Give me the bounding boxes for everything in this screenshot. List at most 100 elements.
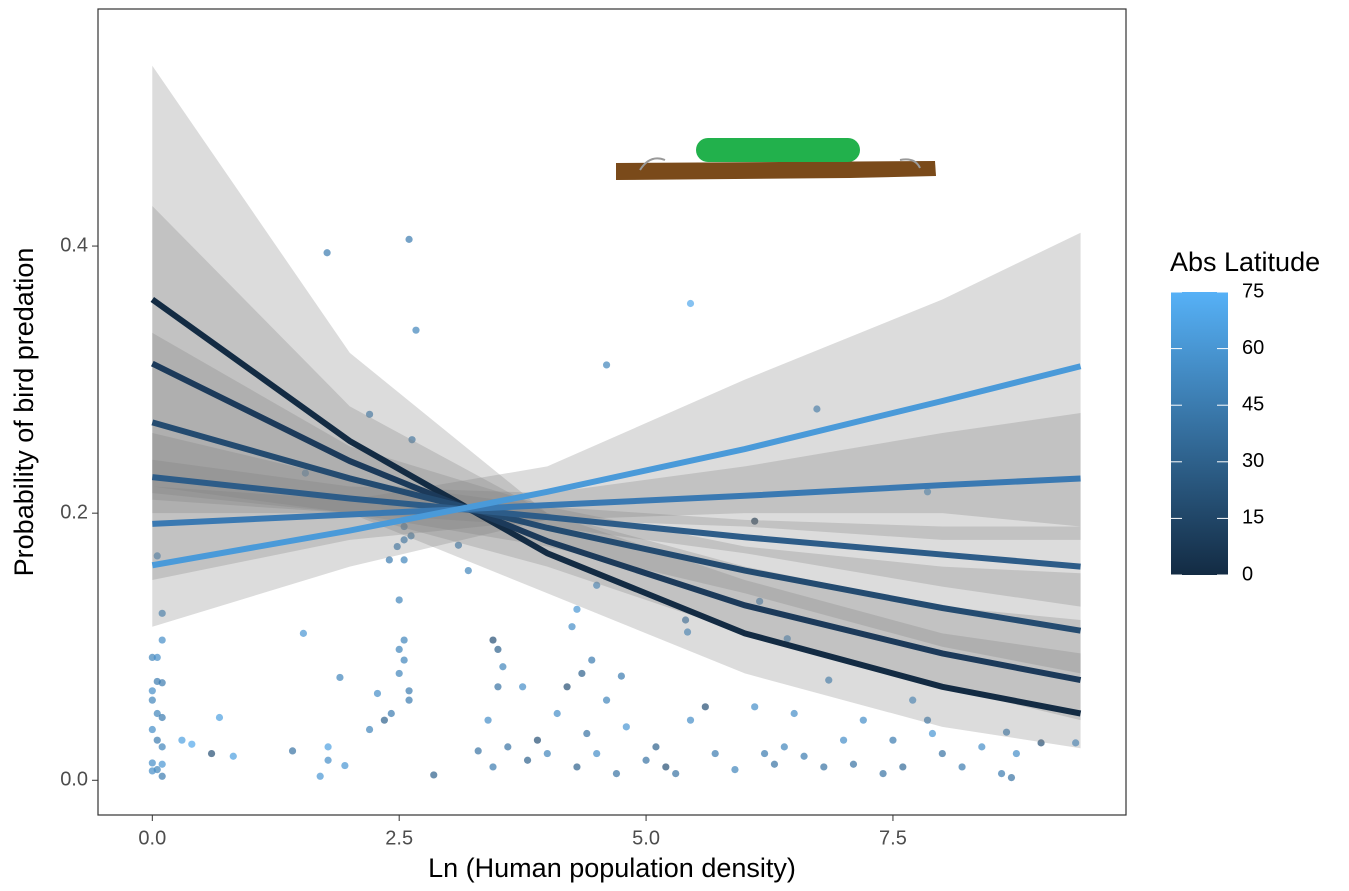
- point: [387, 709, 395, 718]
- point: [622, 723, 630, 731]
- plot-area: [148, 65, 1082, 782]
- point: [686, 299, 695, 308]
- point: [400, 636, 408, 644]
- fit-line: [152, 475, 1081, 527]
- point: [484, 716, 492, 724]
- point: [652, 743, 660, 751]
- point: [686, 716, 695, 724]
- x-tick-label: 0.0: [138, 827, 166, 849]
- y-tick-label: 0.4: [60, 234, 88, 256]
- point: [849, 760, 858, 768]
- colorbar-label: 75: [1242, 280, 1264, 302]
- point: [1002, 728, 1011, 736]
- point: [711, 749, 719, 758]
- point: [474, 747, 482, 755]
- point: [385, 556, 393, 564]
- point: [1037, 739, 1045, 747]
- point: [188, 740, 196, 748]
- fit-line: [150, 297, 1082, 717]
- point: [405, 235, 413, 243]
- point: [573, 605, 581, 613]
- point: [489, 636, 497, 644]
- point: [731, 765, 739, 774]
- point: [958, 763, 966, 771]
- point: [158, 772, 166, 780]
- point: [229, 752, 237, 760]
- point: [400, 656, 408, 664]
- point: [158, 679, 166, 687]
- point: [178, 736, 186, 744]
- point: [148, 687, 156, 695]
- point: [158, 760, 166, 768]
- point: [928, 729, 937, 738]
- point: [494, 683, 502, 691]
- point: [316, 772, 324, 780]
- point: [158, 609, 166, 617]
- point: [400, 556, 408, 564]
- point: [588, 656, 596, 664]
- point: [602, 696, 611, 704]
- point: [207, 749, 216, 758]
- point: [642, 756, 650, 764]
- point: [393, 542, 401, 551]
- point: [681, 616, 690, 624]
- point: [909, 696, 917, 704]
- point: [751, 517, 759, 525]
- point: [430, 771, 438, 779]
- point: [813, 405, 821, 413]
- point: [148, 759, 156, 767]
- point: [519, 683, 527, 691]
- point: [770, 760, 779, 768]
- point: [683, 628, 692, 636]
- point: [938, 749, 946, 758]
- point: [365, 410, 374, 418]
- x-axis-title: Ln (Human population density): [428, 853, 796, 883]
- point: [489, 763, 497, 771]
- point: [879, 769, 887, 778]
- point: [464, 566, 472, 575]
- confidence-band: [152, 413, 1081, 580]
- point: [153, 552, 161, 560]
- point: [553, 709, 561, 718]
- point: [701, 703, 709, 711]
- x-tick-label: 7.5: [879, 827, 907, 849]
- plot-border: [97, 8, 1127, 816]
- point: [1072, 739, 1080, 747]
- point: [148, 653, 156, 662]
- point: [672, 769, 680, 778]
- stick-illustration: [616, 138, 936, 180]
- point: [617, 672, 625, 680]
- point: [899, 763, 907, 771]
- point: [215, 713, 224, 722]
- point: [148, 696, 156, 704]
- point: [780, 743, 788, 751]
- colorbar-label: 0: [1242, 563, 1253, 585]
- legend-title: Abs Latitude: [1170, 247, 1320, 277]
- point: [148, 767, 156, 775]
- point: [158, 713, 166, 722]
- plot-background: [98, 9, 1126, 815]
- point: [523, 756, 532, 764]
- point: [800, 752, 808, 760]
- point: [288, 747, 297, 755]
- point: [405, 696, 413, 704]
- fit-line: [151, 363, 1082, 569]
- point: [153, 653, 161, 662]
- fit-line: [151, 474, 1081, 570]
- point: [494, 645, 502, 653]
- y-tick-label: 0.2: [60, 501, 88, 523]
- point: [373, 689, 382, 698]
- point: [408, 436, 416, 444]
- point: [153, 736, 161, 744]
- point: [299, 629, 308, 637]
- point: [454, 541, 463, 549]
- point: [158, 636, 166, 644]
- point: [543, 749, 551, 758]
- point: [825, 676, 833, 684]
- point: [859, 716, 867, 724]
- point: [395, 669, 403, 678]
- point: [760, 749, 769, 758]
- confidence-band: [152, 232, 1081, 627]
